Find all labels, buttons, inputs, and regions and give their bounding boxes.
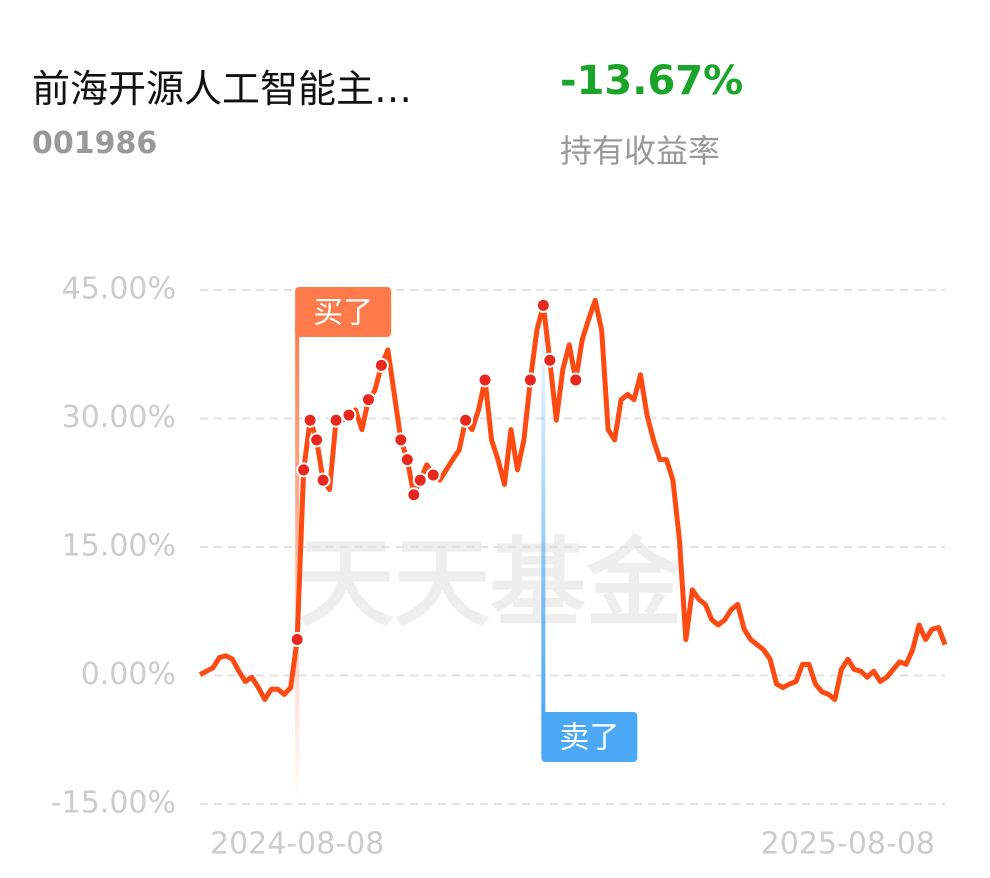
annotation-label: 卖了: [559, 721, 619, 756]
watermark: 天天基金: [298, 527, 683, 639]
fund-code: 001986: [32, 126, 158, 161]
x-tick-label: 2024-08-08: [210, 827, 384, 862]
trade-marker: [542, 352, 558, 368]
trade-marker: [360, 392, 376, 408]
annotation-box: [541, 712, 638, 762]
y-tick-label: 45.00%: [62, 272, 176, 307]
annotation-line: [295, 320, 300, 804]
y-tick-label: -15.00%: [51, 786, 176, 821]
x-tick-label: 2025-08-08: [761, 827, 935, 862]
trade-marker: [535, 297, 551, 313]
return-label: 持有收益率: [560, 132, 721, 170]
series-line: [198, 297, 948, 702]
trade-marker: [393, 432, 409, 448]
trade-marker: [412, 472, 428, 488]
trade-marker: [399, 452, 415, 468]
trade-marker: [302, 412, 318, 428]
y-tick-label: 0.00%: [81, 657, 176, 692]
trade-marker: [309, 432, 325, 448]
annotation-box: [295, 287, 392, 337]
return-value: -13.67%: [560, 58, 744, 104]
trade-marker: [568, 372, 584, 388]
annotation-line: [541, 300, 546, 720]
trade-marker: [296, 462, 312, 478]
trade-marker: [315, 472, 331, 488]
trade-marker: [477, 372, 493, 388]
trade-marker: [373, 357, 389, 373]
fund-title: 前海开源人工智能主…: [32, 67, 413, 111]
trade-marker: [522, 372, 538, 388]
trade-marker: [341, 407, 357, 423]
trade-marker: [458, 412, 474, 428]
trade-marker: [328, 412, 344, 428]
annotation-label: 买了: [313, 296, 373, 331]
y-tick-label: 30.00%: [62, 400, 176, 435]
trade-marker: [425, 467, 441, 483]
trade-marker: [289, 632, 305, 648]
trade-marker: [406, 487, 422, 503]
y-tick-label: 15.00%: [62, 529, 176, 564]
